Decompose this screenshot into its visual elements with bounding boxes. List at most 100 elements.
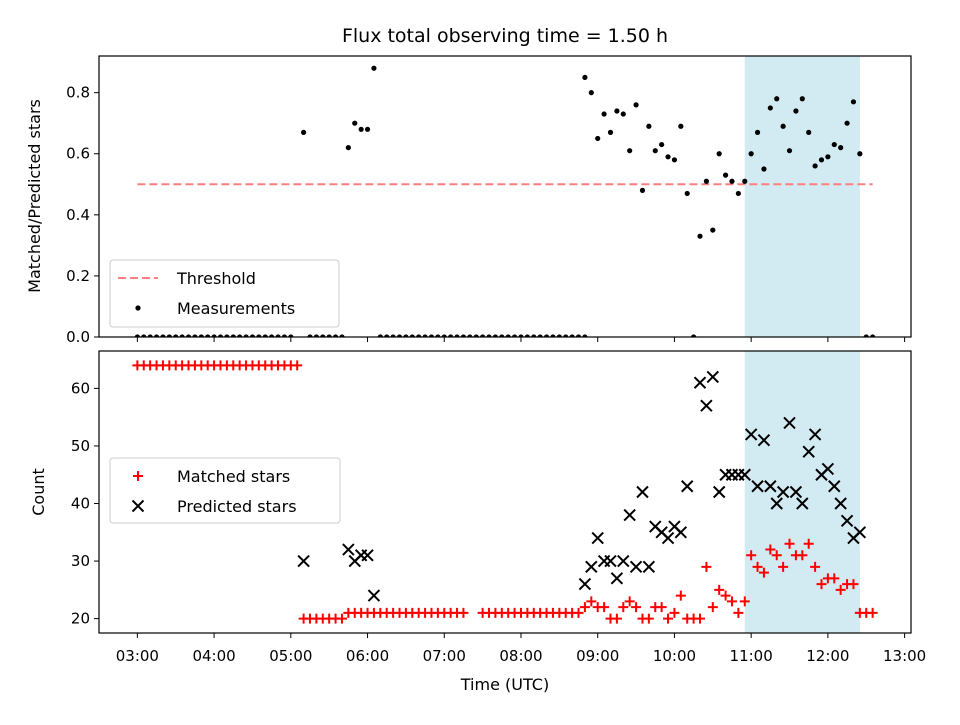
predicted-stars-marker bbox=[808, 428, 822, 441]
measurement-point bbox=[198, 334, 204, 337]
axes-frame bbox=[98, 55, 912, 338]
measurement-point bbox=[678, 123, 684, 129]
matched-stars-marker bbox=[618, 602, 629, 613]
legend-label: Measurements bbox=[177, 299, 295, 318]
measurement-point bbox=[288, 334, 294, 337]
matched-stars-marker bbox=[669, 607, 680, 618]
y-tick-label: 0.2 bbox=[66, 267, 90, 285]
predicted-stars-marker bbox=[361, 549, 374, 562]
legend-predicted-swatch bbox=[131, 499, 145, 513]
matched-stars-marker bbox=[829, 573, 840, 584]
measurement-point bbox=[435, 334, 441, 337]
measurement-point bbox=[786, 148, 793, 154]
matched-stars-marker bbox=[611, 613, 622, 624]
measurement-point bbox=[671, 157, 678, 163]
predicted-stars-marker bbox=[629, 560, 643, 574]
measurement-point bbox=[224, 334, 230, 337]
measurement-point bbox=[326, 334, 332, 337]
measurement-point bbox=[806, 129, 812, 135]
measurement-point bbox=[320, 334, 326, 337]
chart-title: Flux total observing time = 1.50 h bbox=[342, 25, 668, 47]
measurement-point bbox=[818, 157, 825, 163]
measurement-point bbox=[281, 334, 288, 337]
measurement-point bbox=[230, 334, 236, 337]
measurement-point bbox=[614, 108, 620, 114]
y-tick-label: 50 bbox=[71, 437, 90, 455]
predicted-stars-marker bbox=[591, 531, 604, 545]
measurement-point bbox=[307, 334, 313, 337]
matched-stars-marker bbox=[726, 596, 737, 607]
measurement-point bbox=[543, 334, 550, 337]
measurement-point bbox=[499, 334, 505, 337]
predicted-stars-marker bbox=[751, 480, 764, 493]
measurement-point bbox=[742, 178, 748, 184]
measurement-point bbox=[205, 334, 211, 337]
legend-measurement-swatch bbox=[135, 305, 141, 311]
measurement-point bbox=[364, 126, 371, 132]
measurement-point bbox=[518, 334, 524, 337]
highlight-span bbox=[744, 56, 860, 337]
measurement-point bbox=[339, 334, 345, 337]
measurement-point bbox=[256, 334, 262, 337]
matched-stars-marker bbox=[758, 567, 769, 578]
matched-stars-marker bbox=[675, 590, 686, 601]
matched-stars-marker bbox=[573, 607, 584, 618]
measurement-point bbox=[793, 108, 799, 114]
measurement-point bbox=[345, 145, 351, 151]
matched-stars-marker bbox=[599, 602, 610, 613]
matched-stars-marker bbox=[733, 607, 744, 618]
matched-stars-marker bbox=[778, 561, 789, 572]
measurement-point bbox=[486, 334, 492, 337]
measurement-point bbox=[595, 135, 601, 142]
count-panel: 20 30 40 50 60 03:00 04:00 05:00 06:00 07:00 08:00… bbox=[71, 350, 926, 665]
measurement-point bbox=[147, 334, 153, 337]
measurement-point bbox=[416, 334, 422, 337]
measurement-point bbox=[134, 334, 140, 337]
matched-stars-marker bbox=[803, 538, 814, 549]
measurement-point bbox=[249, 334, 256, 337]
predicted-stars-marker bbox=[789, 485, 803, 499]
measurement-point bbox=[844, 120, 850, 126]
predicted-stars-marker bbox=[744, 428, 758, 441]
predicted-stars-marker bbox=[738, 468, 751, 481]
y-tick-label: 30 bbox=[71, 552, 90, 570]
y-tick-label: 0.6 bbox=[66, 145, 90, 163]
y-tick-label: 0.8 bbox=[66, 84, 90, 102]
x-tick-label: 05:00 bbox=[269, 647, 312, 665]
measurement-point bbox=[831, 141, 837, 148]
matched-stars-marker bbox=[579, 602, 590, 613]
measurement-point bbox=[185, 334, 192, 337]
bottom-ylabel: Count bbox=[29, 468, 48, 516]
measurement-point bbox=[448, 334, 454, 337]
y-tick-label: 20 bbox=[71, 610, 90, 628]
measurement-point bbox=[607, 129, 614, 135]
measurement-point bbox=[492, 334, 499, 337]
measurement-point bbox=[754, 129, 761, 135]
measurement-point bbox=[863, 334, 869, 337]
measurement-point bbox=[441, 334, 447, 337]
predicted-stars-marker bbox=[610, 572, 624, 585]
measurement-point bbox=[141, 334, 147, 337]
measurement-point bbox=[716, 151, 722, 157]
measurement-point bbox=[153, 334, 160, 337]
measurement-point bbox=[160, 334, 166, 337]
matched-stars-marker bbox=[458, 607, 469, 618]
matched-stars-marker bbox=[746, 550, 757, 561]
measurement-point bbox=[850, 99, 857, 105]
measurement-point bbox=[691, 334, 697, 337]
measurement-point bbox=[697, 233, 703, 239]
matched-stars-marker bbox=[336, 613, 347, 624]
measurement-point bbox=[262, 334, 268, 337]
predicted-stars-marker bbox=[342, 543, 355, 556]
measurement-point bbox=[729, 178, 735, 184]
measurement-point bbox=[774, 96, 780, 102]
measurement-point bbox=[358, 126, 364, 132]
measurement-point bbox=[409, 334, 415, 337]
measurement-point bbox=[582, 74, 588, 80]
bottom-xlabel: Time (UTC) bbox=[460, 675, 549, 694]
matched-stars-marker bbox=[701, 561, 712, 572]
legend-label: Matched stars bbox=[177, 467, 290, 486]
measurement-point bbox=[748, 151, 754, 157]
x-tick-label: 09:00 bbox=[576, 647, 619, 665]
y-tick-label: 60 bbox=[71, 379, 90, 397]
